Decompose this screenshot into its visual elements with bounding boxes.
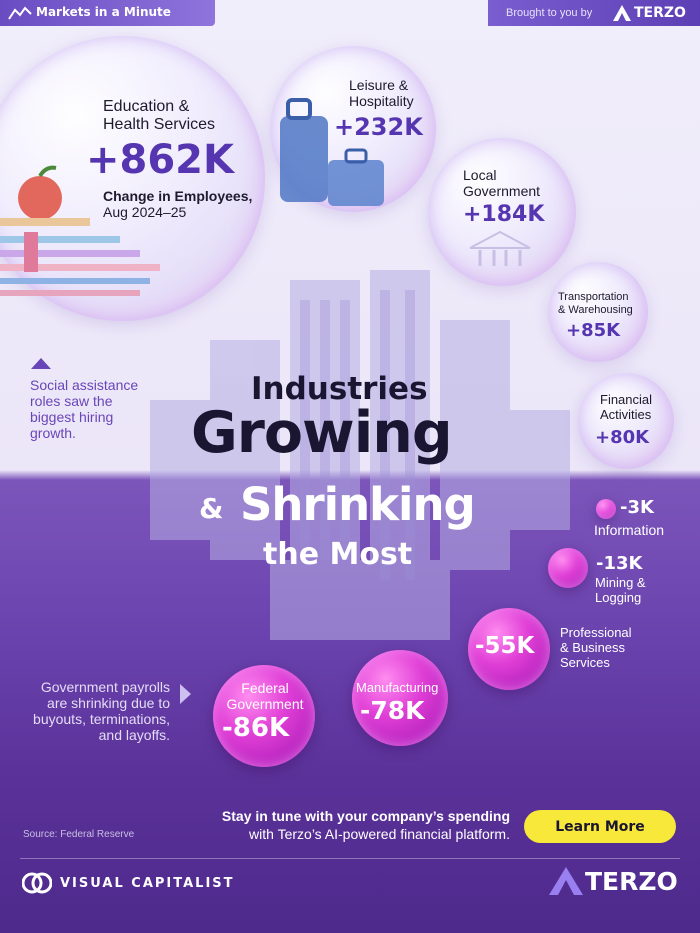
manufacturing-value: -78K (360, 696, 425, 725)
federal-government-label: Federal Government (226, 680, 304, 713)
terzo-footer-logo-icon (549, 867, 583, 895)
financial-value: +80K (595, 427, 650, 448)
luggage-icon (280, 98, 384, 206)
transportation-value: +85K (566, 320, 621, 341)
mining-label: Mining & Logging (595, 575, 646, 605)
title-the-most: the Most (263, 537, 413, 572)
learn-more-button[interactable]: Learn More (524, 810, 676, 843)
mining-value: -13K (596, 553, 643, 574)
education-value: +862K (86, 137, 235, 183)
professional-label: Professional & Business Services (560, 625, 632, 670)
government-payroll-note: Government payrolls are shrinking due to b… (33, 679, 170, 744)
professional-bubble (468, 608, 550, 690)
social-assistance-note: Social assistance roles saw the biggest hi… (30, 377, 139, 442)
information-label: Information (594, 522, 665, 538)
local-government-bubble (428, 138, 576, 286)
education-label: Education & Health Services (103, 98, 216, 134)
federal-government-value: -86K (222, 713, 290, 743)
promo-text: Stay in tune with your company’s spendin… (221, 808, 510, 843)
books-apple-icon (0, 165, 160, 296)
measure-caption: Change in Employees, Aug 2024–25 (103, 188, 253, 221)
triangle-up-icon (31, 358, 51, 369)
transportation-label: Transportation & Warehousing (558, 291, 633, 316)
federal-government-bubble (213, 665, 315, 767)
publisher-name: VISUAL CAPITALIST (60, 876, 235, 891)
sponsor-banner: Brought to you by TERZO (488, 0, 700, 26)
title-industries: Industries (251, 371, 428, 407)
transportation-bubble (548, 262, 648, 362)
triangle-right-icon (180, 684, 191, 704)
source-text: Source: Federal Reserve (23, 829, 135, 840)
series-name: Markets in a Minute (36, 5, 171, 19)
visual-capitalist-logo-icon (22, 872, 52, 894)
title-growing: Growing (191, 400, 453, 466)
terzo-logo-icon (613, 5, 631, 21)
line-chart-icon (8, 6, 32, 20)
professional-value: -55K (475, 633, 535, 659)
financial-bubble (578, 373, 674, 469)
local-government-value: +184K (463, 202, 545, 227)
city-buildings-illustration (150, 270, 570, 640)
sponsor-name: TERZO (634, 5, 686, 21)
information-value: -3K (620, 497, 654, 518)
manufacturing-label: Manufacturing (356, 680, 439, 695)
manufacturing-bubble (352, 650, 448, 746)
local-government-label: Local Government (463, 167, 541, 200)
government-building-icon (469, 230, 531, 266)
title-shrinking: Shrinking (240, 478, 476, 531)
footer-divider (20, 858, 680, 859)
financial-label: Financial Activities (600, 392, 653, 422)
brought-by-text: Brought to you by (506, 7, 593, 19)
mining-bubble (548, 548, 588, 588)
title-ampersand: & (199, 492, 224, 525)
information-bubble (596, 499, 616, 519)
leisure-value: +232K (334, 113, 423, 141)
series-banner: Markets in a Minute (0, 0, 215, 26)
footer-sponsor-name: TERZO (585, 867, 678, 896)
leisure-label: Leisure & Hospitality (349, 77, 414, 110)
